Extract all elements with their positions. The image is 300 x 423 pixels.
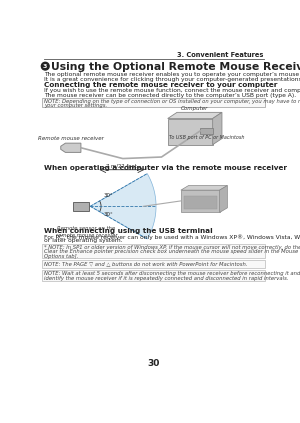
Polygon shape: [168, 118, 213, 145]
FancyBboxPatch shape: [184, 196, 217, 209]
Text: For PC, the mouse receiver can only be used with a Windows XP®, Windows Vista, W: For PC, the mouse receiver can only be u…: [44, 234, 300, 240]
Text: When connecting using the USB terminal: When connecting using the USB terminal: [44, 228, 212, 234]
Text: identify the mouse receiver if it is repeatedly connected and disconnected in ra: identify the mouse receiver if it is rep…: [44, 276, 289, 280]
Text: Using the Optional Remote Mouse Receiver (NP01MR): Using the Optional Remote Mouse Receiver…: [51, 62, 300, 72]
Text: 30: 30: [148, 359, 160, 368]
Text: 30°: 30°: [103, 193, 113, 198]
Text: 3: 3: [43, 63, 47, 69]
Text: your computer settings.: your computer settings.: [44, 103, 108, 108]
Text: NOTE: Wait at least 5 seconds after disconnecting the mouse receiver before reco: NOTE: Wait at least 5 seconds after disc…: [44, 272, 300, 276]
Text: * NOTE: In SP1 or older version of Windows XP, if the mouse cursor will not move: * NOTE: In SP1 or older version of Windo…: [44, 245, 300, 250]
Text: Options tab].: Options tab].: [44, 254, 79, 258]
Text: NOTE: Depending on the type of connection or OS installed on your computer, you : NOTE: Depending on the type of connectio…: [44, 99, 300, 104]
Text: If you wish to use the remote mouse function, connect the mouse receiver and com: If you wish to use the remote mouse func…: [44, 88, 300, 93]
Polygon shape: [90, 173, 156, 239]
FancyBboxPatch shape: [42, 260, 266, 268]
Text: or later operating system.: or later operating system.: [44, 238, 122, 243]
Text: To USB port of PC or Macintosh: To USB port of PC or Macintosh: [169, 135, 244, 140]
Text: Connecting the remote mouse receiver to your computer: Connecting the remote mouse receiver to …: [44, 82, 277, 88]
FancyBboxPatch shape: [42, 270, 266, 281]
Circle shape: [41, 62, 49, 70]
FancyBboxPatch shape: [42, 244, 266, 258]
Text: 30°: 30°: [103, 212, 113, 217]
FancyBboxPatch shape: [200, 128, 213, 134]
Text: Clear the Enhance pointer precision check box underneath the mouse speed slider : Clear the Enhance pointer precision chec…: [44, 250, 300, 254]
Text: 3. Convenient Features: 3. Convenient Features: [177, 52, 264, 58]
Text: The mouse receiver can be connected directly to the computer’s USB port (type A): The mouse receiver can be connected dire…: [44, 93, 296, 98]
Text: 7 m/22 feet: 7 m/22 feet: [106, 164, 137, 169]
Polygon shape: [168, 113, 222, 118]
Text: NOTE: The PAGE ▽ and △ buttons do not work with PowerPoint for Macintosh.: NOTE: The PAGE ▽ and △ buttons do not wo…: [44, 261, 248, 266]
FancyBboxPatch shape: [73, 202, 89, 211]
Polygon shape: [181, 190, 220, 212]
Text: Remote sensor on the
remote mouse receiver: Remote sensor on the remote mouse receiv…: [56, 226, 117, 238]
Polygon shape: [61, 143, 81, 152]
Text: When operating a computer via the remote mouse receiver: When operating a computer via the remote…: [44, 165, 287, 171]
Text: Computer: Computer: [181, 106, 208, 111]
Text: The optional remote mouse receiver enables you to operate your computer’s mouse : The optional remote mouse receiver enabl…: [44, 72, 300, 77]
FancyBboxPatch shape: [42, 98, 266, 107]
Text: It is a great convenience for clicking through your computer-generated presentat: It is a great convenience for clicking t…: [44, 77, 300, 82]
Polygon shape: [181, 186, 227, 190]
Polygon shape: [220, 186, 227, 212]
Text: Remote mouse receiver: Remote mouse receiver: [38, 136, 104, 141]
Polygon shape: [213, 113, 222, 145]
